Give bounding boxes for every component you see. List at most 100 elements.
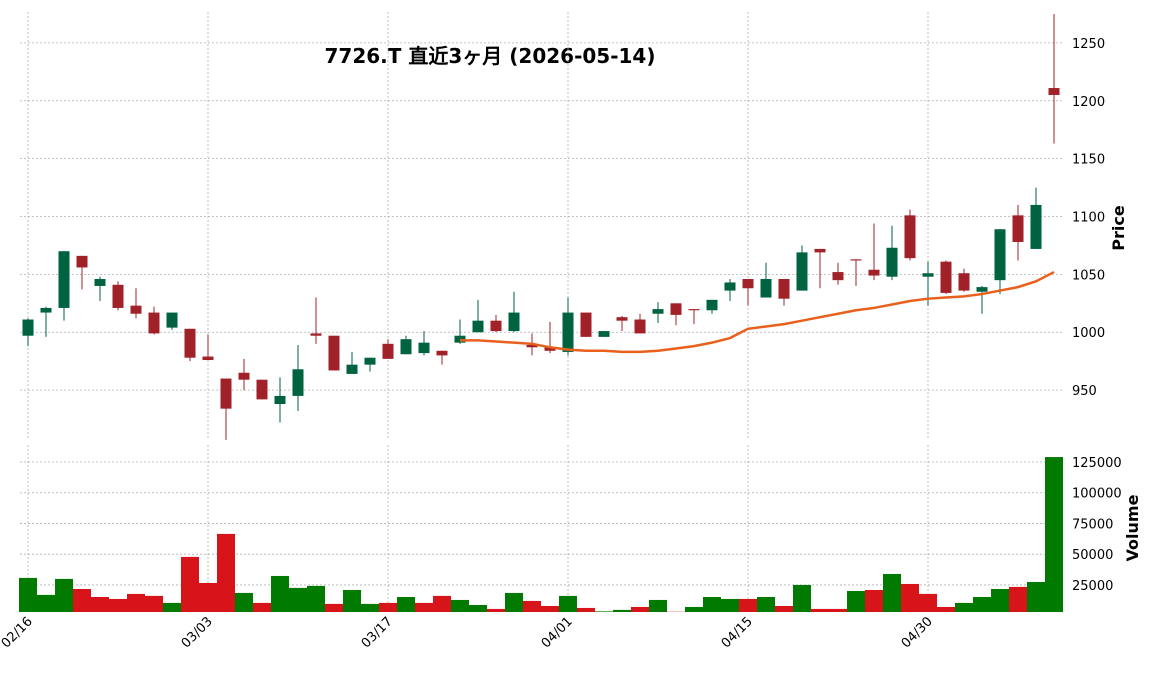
volume-bar — [631, 607, 649, 612]
candle-body — [167, 313, 178, 328]
candle-body — [257, 380, 268, 400]
y-tick-label: 950 — [1072, 384, 1097, 399]
volume-bar — [847, 591, 865, 612]
y-tick-label: 1250 — [1072, 37, 1105, 52]
candle-body — [923, 273, 934, 276]
volume-bar — [955, 603, 973, 612]
volume-bar — [37, 595, 55, 612]
candle-body — [239, 373, 250, 380]
candle-body — [185, 329, 196, 358]
candle-body — [779, 279, 790, 299]
x-tick-label: 04/15 — [719, 614, 756, 651]
y2-tick-label: 75000 — [1072, 517, 1113, 532]
y2-tick-label: 125000 — [1072, 456, 1122, 471]
volume-bar — [757, 597, 775, 612]
y-tick-label: 1000 — [1072, 326, 1105, 341]
volume-bar — [1027, 582, 1045, 612]
candle-body — [59, 251, 70, 308]
y2-axis-label: Volume — [1123, 494, 1142, 561]
volume-bar — [271, 576, 289, 612]
x-tick-label: 04/30 — [899, 614, 936, 651]
volume-bar — [577, 608, 595, 612]
volume-bar — [613, 610, 631, 612]
volume-bar — [415, 603, 433, 612]
volume-bar — [595, 611, 613, 612]
candle-body — [149, 313, 160, 334]
candle-body — [95, 279, 106, 286]
y-axis-label: Price — [1109, 205, 1128, 251]
volume-bar — [811, 609, 829, 612]
volume-bar — [1009, 587, 1027, 612]
candle-body — [203, 357, 214, 360]
candle-body — [77, 256, 88, 268]
volume-bar — [649, 600, 667, 612]
candle-body — [707, 300, 718, 310]
volume-bar — [451, 600, 469, 612]
candle-body — [671, 303, 682, 315]
y-tick-label: 1150 — [1072, 153, 1105, 168]
candle-body — [851, 259, 862, 260]
candle-body — [725, 282, 736, 290]
volume-bar — [937, 607, 955, 612]
volume-bar — [361, 604, 379, 612]
volume-bar — [73, 589, 91, 612]
y-tick-label: 1200 — [1072, 95, 1105, 110]
candle-body — [887, 248, 898, 277]
candle-body — [689, 309, 700, 310]
volume-bar — [379, 603, 397, 612]
volume-bar — [397, 597, 415, 612]
volume-bar — [433, 596, 451, 612]
volume-bar — [325, 604, 343, 612]
volume-bar — [901, 584, 919, 612]
volume-bar — [559, 596, 577, 612]
candle-body — [419, 343, 430, 353]
volume-bar — [505, 593, 523, 612]
volume-bar — [235, 593, 253, 612]
candle-body — [833, 272, 844, 280]
candle-body — [959, 273, 970, 290]
candle-body — [491, 321, 502, 331]
candle-body — [869, 270, 880, 276]
candle-body — [293, 369, 304, 396]
volume-bar — [19, 578, 37, 612]
volume-bar — [109, 599, 127, 612]
volume-bar — [919, 594, 937, 612]
candle-body — [635, 320, 646, 334]
volume-bar — [829, 609, 847, 612]
volume-bar — [685, 607, 703, 612]
y2-tick-label: 50000 — [1072, 548, 1113, 563]
volume-bar — [541, 606, 559, 612]
volume-bar — [523, 601, 541, 612]
x-tick-label: 02/16 — [0, 614, 36, 651]
candle-body — [347, 365, 358, 374]
candle-body — [581, 313, 592, 337]
y2-tick-label: 100000 — [1072, 487, 1122, 502]
volume-bar — [865, 590, 883, 612]
candle-body — [905, 215, 916, 258]
candle-body — [797, 252, 808, 290]
volume-bar — [883, 574, 901, 612]
candle-body — [365, 358, 376, 365]
candle-body — [23, 320, 34, 336]
volume-bar — [91, 597, 109, 612]
candle-body — [563, 313, 574, 352]
x-tick-label: 04/01 — [539, 614, 576, 651]
candle-body — [761, 279, 772, 298]
volume-bar — [973, 597, 991, 612]
volume-bar — [253, 603, 271, 612]
volume-bar — [703, 597, 721, 612]
x-tick-label: 03/17 — [359, 614, 396, 651]
candle-body — [401, 339, 412, 354]
candle-body — [275, 396, 286, 404]
volume-bar — [991, 589, 1009, 612]
candle-body — [41, 308, 52, 313]
candle-body — [815, 249, 826, 252]
y-tick-label: 1100 — [1072, 211, 1105, 226]
chart-title: 7726.T 直近3ヶ月 (2026-05-14) — [325, 44, 656, 68]
volume-bar — [307, 586, 325, 612]
candle-body — [617, 317, 628, 320]
volume-bar — [469, 605, 487, 612]
y2-tick-label: 25000 — [1072, 579, 1113, 594]
candle-body — [977, 287, 988, 292]
